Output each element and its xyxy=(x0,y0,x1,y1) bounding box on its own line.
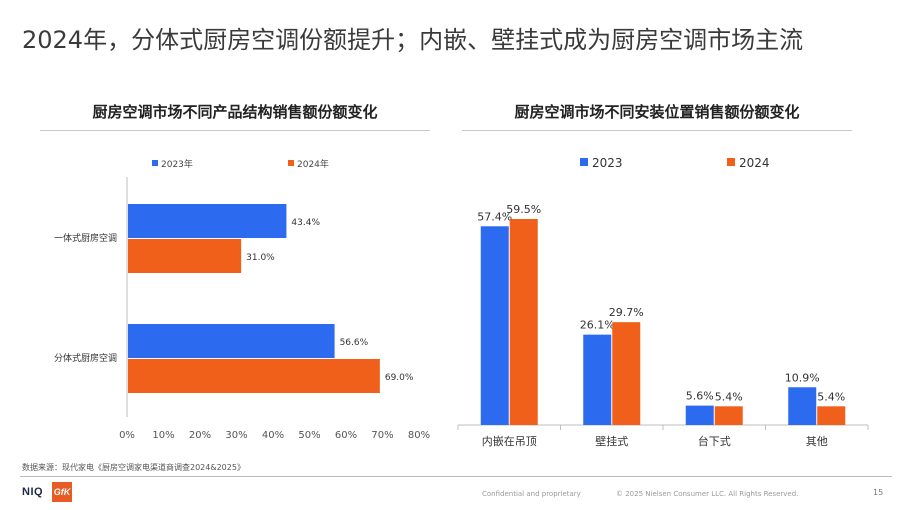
niq-logo: NIQ xyxy=(22,486,44,498)
x-tick-label: 10% xyxy=(152,430,174,441)
bar-2023 xyxy=(583,334,612,425)
legend-swatch-2023 xyxy=(580,158,588,166)
x-tick-label: 0% xyxy=(119,430,135,441)
left-chart-title: 厨房空调市场不同产品结构销售额份额变化 xyxy=(92,103,378,121)
data-label: 5.6% xyxy=(686,390,714,403)
bar-2023 xyxy=(128,324,335,358)
category-label: 壁挂式 xyxy=(595,434,628,448)
data-label: 43.4% xyxy=(291,218,320,228)
x-tick-label: 70% xyxy=(371,430,393,441)
x-tick-label: 20% xyxy=(189,430,211,441)
x-tick-label: 80% xyxy=(408,430,430,441)
bar-2023 xyxy=(788,387,817,425)
footer-confidential: Confidential and proprietary xyxy=(482,490,581,498)
data-label: 31.0% xyxy=(246,253,275,263)
category-label: 台下式 xyxy=(698,434,731,448)
vertical-bar-chart: 2023 2024 内嵌在吊顶 57.4%59.5% 壁挂式 26.1%29.7% 台下式 5… xyxy=(457,156,869,448)
gfk-logo: GfK xyxy=(52,482,72,502)
legend-label-2024: 2024年 xyxy=(297,158,329,170)
legend-label-2024: 2024 xyxy=(739,156,770,170)
page-title: 2024年，分体式厨房空调份额提升；内嵌、壁挂式成为厨房空调市场主流 xyxy=(22,26,804,54)
category-label: 其他 xyxy=(806,435,828,448)
data-label: 5.4% xyxy=(817,390,845,403)
legend-swatch-2024 xyxy=(288,160,294,166)
bar-2023 xyxy=(685,405,714,425)
bar-2024 xyxy=(612,322,641,425)
bar-2023 xyxy=(480,226,509,425)
bar-2024 xyxy=(128,359,380,393)
x-tick-label: 40% xyxy=(262,430,284,441)
data-label: 69.0% xyxy=(385,373,414,383)
x-tick-label: 50% xyxy=(298,430,320,441)
data-label: 26.1% xyxy=(580,319,615,332)
category-label: 一体式厨房空调 xyxy=(54,232,117,244)
left-title-rule xyxy=(40,130,430,131)
data-label: 57.4% xyxy=(477,210,512,223)
data-label: 29.7% xyxy=(609,306,644,319)
horizontal-bar-chart: 2023年 2024年 0% 10% 20% 30% 40% 50% 60% 70% 80% 一体式厨… xyxy=(54,158,430,441)
x-tick-label: 30% xyxy=(225,430,247,441)
legend-swatch-2023 xyxy=(152,160,158,166)
legend-label-2023: 2023年 xyxy=(161,158,193,170)
page-number: 15 xyxy=(873,488,884,497)
right-title-rule xyxy=(462,130,852,131)
data-label: 10.9% xyxy=(785,371,820,384)
data-label: 59.5% xyxy=(506,203,541,216)
footer-copyright: © 2025 Nielsen Consumer LLC. All Rights … xyxy=(616,490,799,498)
data-label: 56.6% xyxy=(340,338,369,348)
footer-divider xyxy=(20,476,892,477)
bar-2024 xyxy=(817,406,846,425)
data-label: 5.4% xyxy=(715,390,743,403)
bar-2024 xyxy=(128,239,242,273)
bar-2024 xyxy=(714,406,743,425)
right-chart-title: 厨房空调市场不同安装位置销售额份额变化 xyxy=(514,103,800,121)
x-tick-label: 60% xyxy=(335,430,357,441)
legend-label-2023: 2023 xyxy=(592,156,623,170)
source-note: 数据来源：现代家电《厨房空调家电渠道商调查2024&2025》 xyxy=(22,463,245,472)
legend-swatch-2024 xyxy=(727,158,735,166)
bar-2024 xyxy=(509,219,538,425)
category-label: 分体式厨房空调 xyxy=(54,352,117,364)
bar-2023 xyxy=(128,204,287,238)
category-label: 内嵌在吊顶 xyxy=(482,434,537,448)
